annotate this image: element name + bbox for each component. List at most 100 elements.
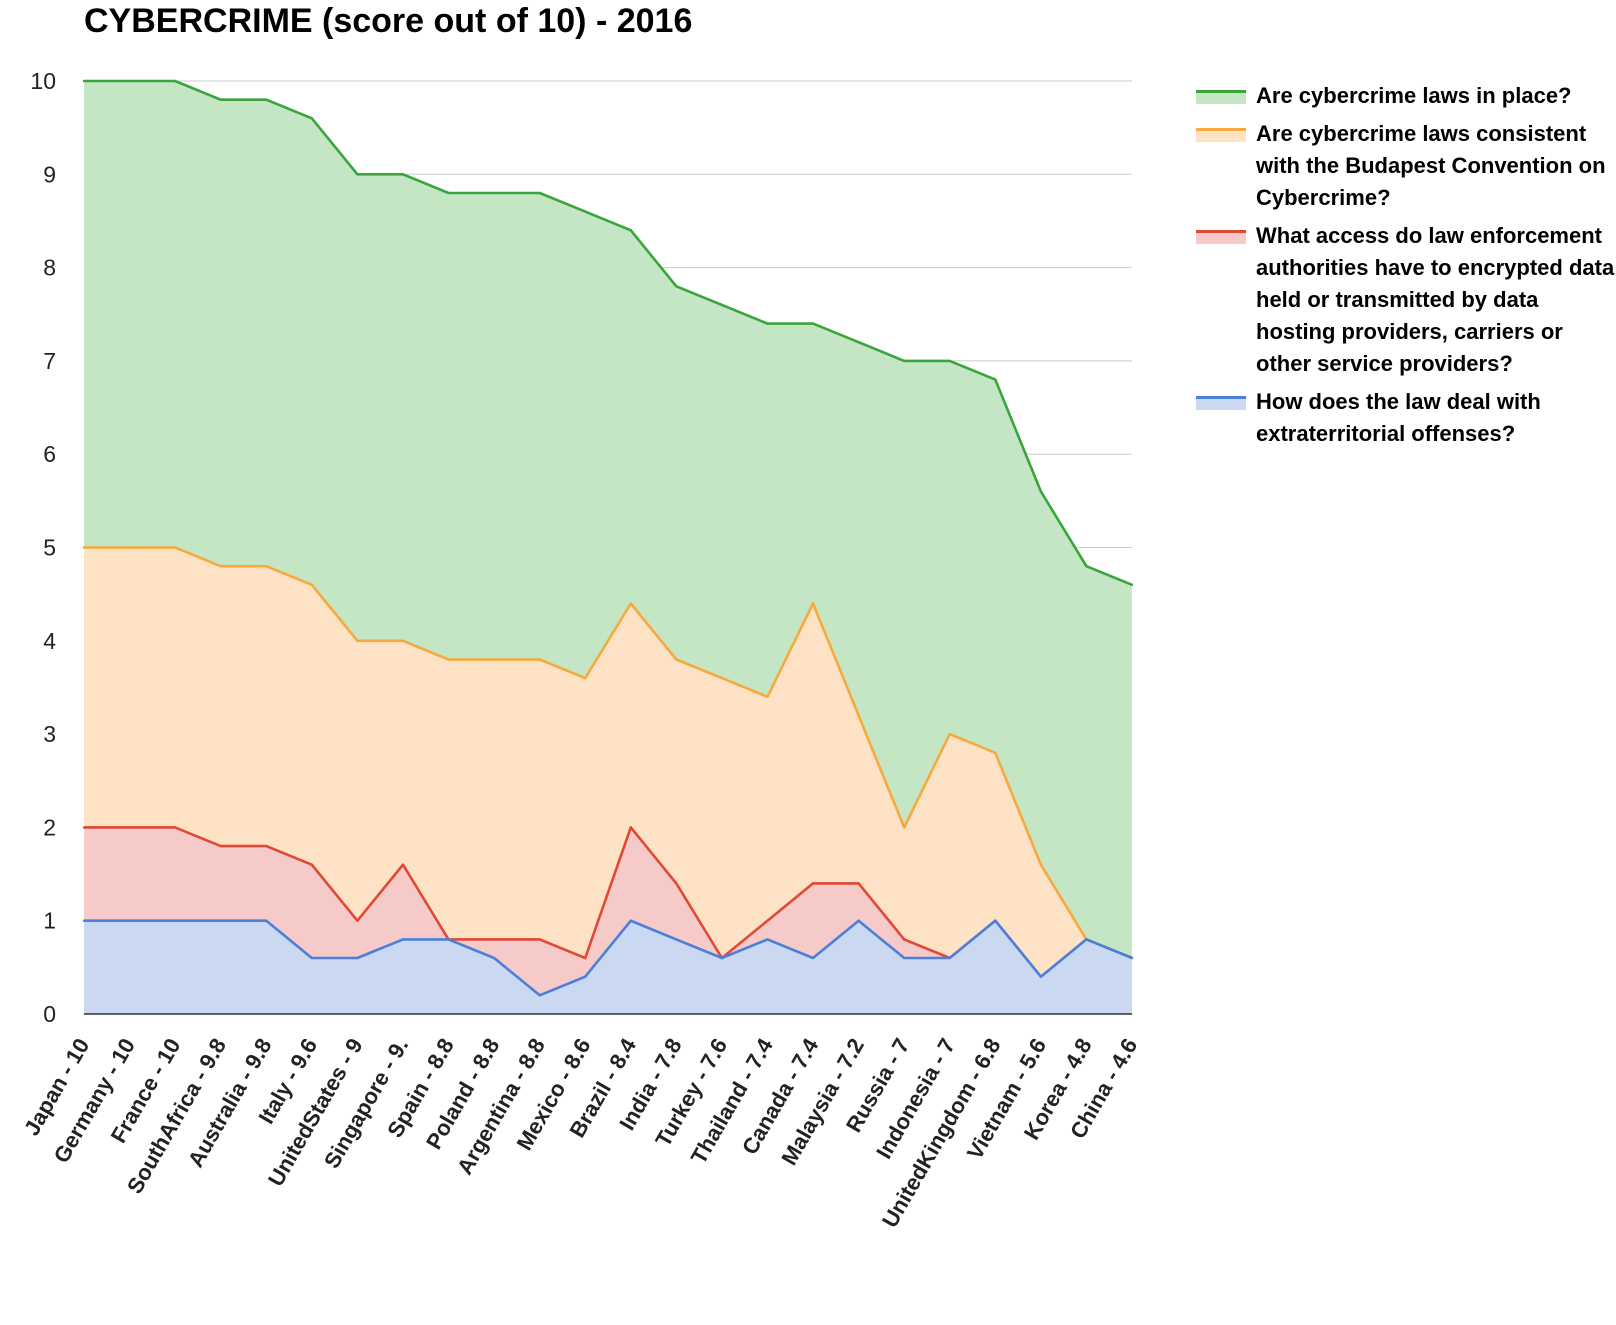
data-point: [1130, 583, 1134, 587]
data-point: [811, 322, 815, 325]
data-point: [1085, 564, 1088, 568]
data-point: [173, 546, 177, 549]
data-point: [538, 658, 541, 661]
y-tick-label: 8: [43, 255, 56, 281]
data-point: [265, 564, 268, 568]
data-point: [82, 546, 86, 549]
data-point: [629, 602, 632, 605]
legend-item: What access do law enforcement authoriti…: [1196, 220, 1616, 380]
data-point: [492, 938, 496, 941]
legend-label: Are cybercrime laws in place?: [1256, 83, 1572, 108]
data-point: [310, 863, 314, 866]
data-point: [675, 658, 678, 661]
data-point: [492, 956, 496, 960]
data-point: [219, 98, 222, 101]
y-tick-label: 7: [43, 348, 56, 374]
data-point: [857, 882, 860, 885]
data-point: [766, 322, 769, 325]
legend-swatch: [1196, 396, 1246, 410]
data-point: [1039, 975, 1043, 978]
data-point: [173, 826, 177, 829]
legend-swatch: [1196, 128, 1246, 142]
data-point: [1039, 490, 1043, 493]
data-point: [310, 583, 314, 587]
legend-item: Are cybercrime laws consistent with the …: [1196, 118, 1616, 214]
series-line-0: [84, 79, 1133, 587]
legend-label: Are cybercrime laws consistent with the …: [1256, 121, 1606, 210]
data-point: [128, 546, 131, 549]
data-point: [538, 191, 541, 195]
y-tick-label: 1: [43, 908, 56, 934]
y-tick-labels: 0 1 2 3 4 5 6 7 8 9 10: [30, 68, 56, 1027]
data-point: [766, 695, 769, 698]
data-point: [720, 676, 724, 680]
data-point: [492, 658, 496, 661]
y-tick-label: 10: [30, 68, 56, 94]
data-point: [766, 919, 769, 922]
data-point: [356, 919, 359, 922]
data-point: [173, 79, 177, 83]
legend-label: What access do law enforcement authoriti…: [1256, 223, 1615, 376]
y-tick-label: 9: [43, 161, 56, 187]
legend-item: Are cybercrime laws in place?: [1196, 80, 1616, 112]
data-point: [948, 956, 951, 960]
data-point: [447, 658, 450, 661]
data-point: [857, 341, 860, 344]
data-point: [447, 191, 450, 195]
data-point: [629, 826, 632, 829]
data-point: [584, 956, 587, 960]
data-point: [128, 919, 131, 922]
data-point: [401, 863, 405, 866]
chart-title: CYBERCRIME (score out of 10) - 2016: [84, 2, 693, 40]
data-point: [948, 732, 951, 736]
data-point: [82, 826, 86, 829]
data-point: [902, 938, 906, 941]
data-point: [720, 956, 724, 960]
y-tick-label: 5: [43, 535, 56, 561]
data-point: [675, 938, 678, 941]
data-point: [1085, 938, 1088, 941]
y-tick-label: 6: [43, 441, 56, 467]
data-point: [675, 882, 678, 885]
data-point: [128, 79, 131, 83]
y-tick-label: 2: [43, 814, 56, 840]
data-point: [265, 98, 268, 101]
data-point: [265, 844, 268, 848]
series-3: [82, 919, 1134, 1014]
data-point: [675, 285, 678, 288]
data-point: [766, 938, 769, 941]
data-point: [310, 117, 314, 120]
data-point: [902, 826, 906, 829]
data-point: [447, 938, 450, 941]
legend-label: How does the law deal with extraterritor…: [1256, 389, 1541, 446]
data-point: [310, 956, 314, 960]
data-point: [811, 956, 815, 960]
data-point: [584, 210, 587, 213]
data-point: [82, 79, 86, 83]
legend-swatch: [1196, 90, 1246, 104]
y-tick-label: 4: [43, 628, 56, 654]
y-tick-label: 0: [43, 1001, 56, 1027]
data-point: [538, 938, 541, 941]
data-point: [219, 919, 222, 922]
data-point: [994, 378, 997, 381]
data-point: [401, 938, 405, 941]
data-point: [811, 882, 815, 885]
data-point: [902, 359, 906, 363]
data-point: [1039, 863, 1043, 866]
data-point: [857, 919, 860, 922]
data-point: [219, 564, 222, 568]
data-point: [629, 229, 632, 232]
data-point: [356, 639, 359, 642]
data-point: [128, 826, 131, 829]
data-point: [994, 919, 997, 922]
data-point: [584, 975, 587, 978]
data-point: [219, 844, 222, 848]
data-point: [82, 919, 86, 922]
legend: Are cybercrime laws in place? Are cybercr…: [1196, 80, 1616, 456]
data-point: [401, 173, 405, 176]
data-point: [902, 956, 906, 960]
series-line-1: [84, 546, 1133, 960]
